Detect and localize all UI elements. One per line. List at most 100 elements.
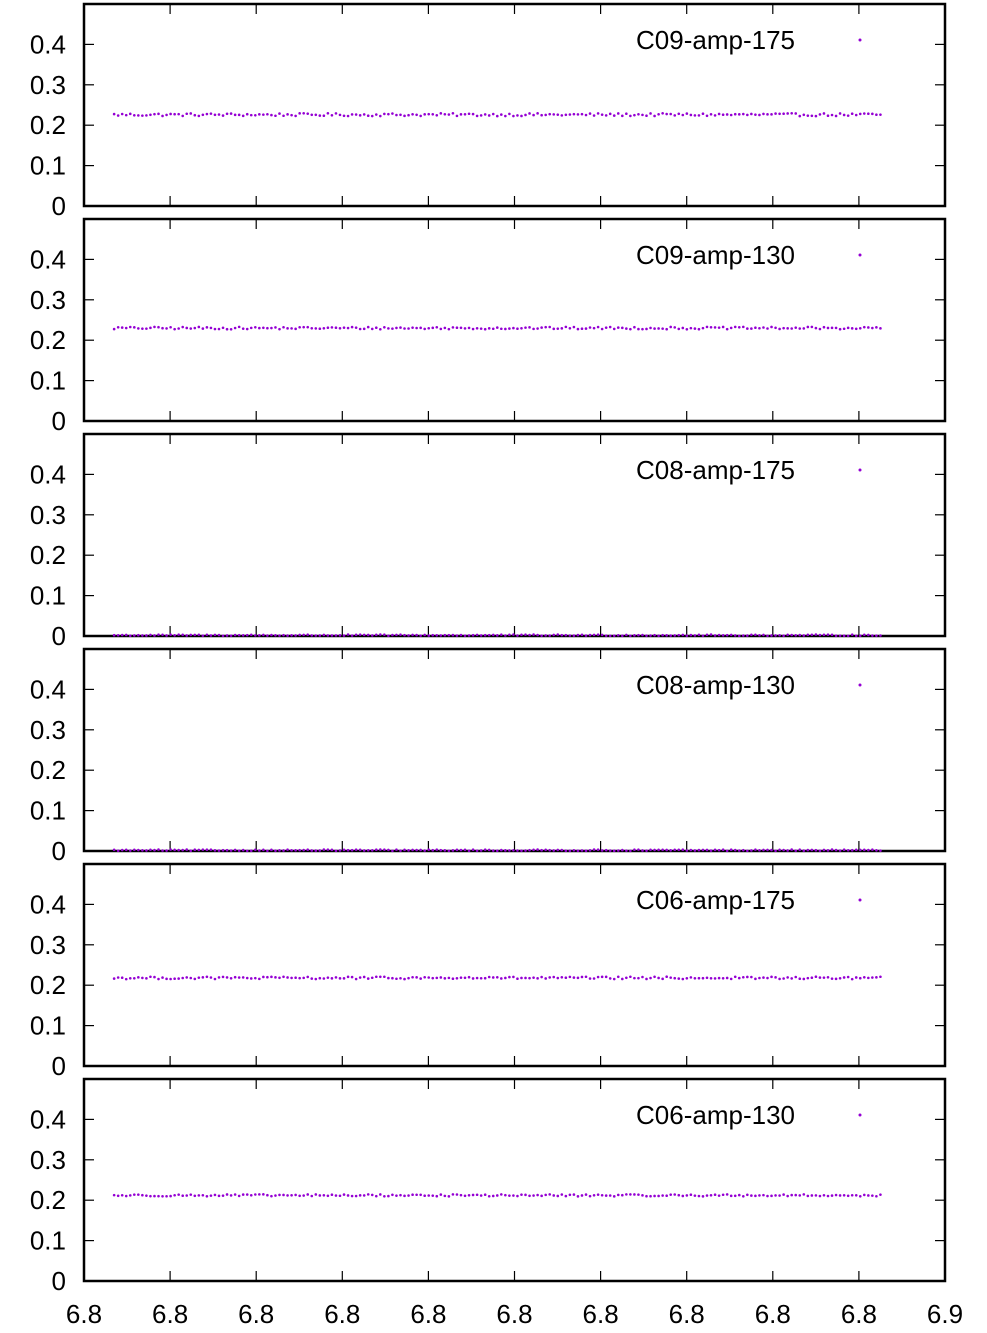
data-point xyxy=(512,633,515,636)
data-point xyxy=(774,849,777,853)
data-point xyxy=(487,633,491,637)
data-point xyxy=(423,113,426,116)
data-point xyxy=(133,634,136,637)
data-point xyxy=(338,1194,342,1198)
data-point xyxy=(229,1194,233,1197)
data-point xyxy=(346,326,350,330)
panel-frame xyxy=(82,1077,947,1283)
data-point xyxy=(580,112,584,116)
data-point xyxy=(318,1194,322,1197)
data-point xyxy=(116,849,120,853)
x-tick-label: 6.9 xyxy=(927,1299,963,1329)
x-tick-label: 6.8 xyxy=(583,1299,619,1329)
data-point xyxy=(798,114,802,118)
data-point xyxy=(709,849,713,852)
data-point xyxy=(213,327,217,331)
data-point xyxy=(197,1194,201,1197)
data-point xyxy=(709,977,713,980)
data-point xyxy=(661,1194,664,1197)
data-point xyxy=(411,633,414,637)
data-point xyxy=(758,848,761,852)
data-point xyxy=(124,1194,128,1198)
data-point xyxy=(427,326,431,330)
data-point xyxy=(427,112,431,116)
data-point xyxy=(637,327,640,331)
data-point xyxy=(826,326,830,330)
data-point xyxy=(552,113,556,116)
data-point xyxy=(435,1194,439,1198)
data-point xyxy=(322,633,326,637)
data-point xyxy=(608,112,612,116)
data-point xyxy=(270,975,273,979)
data-point xyxy=(564,113,568,117)
data-point xyxy=(649,1194,652,1198)
data-point xyxy=(443,633,447,637)
data-point xyxy=(366,977,370,980)
data-point xyxy=(294,848,297,852)
data-point xyxy=(302,1194,305,1197)
data-point xyxy=(165,113,168,117)
data-point xyxy=(157,633,160,636)
data-point xyxy=(209,976,213,979)
data-point xyxy=(407,849,410,852)
data-point xyxy=(326,112,330,115)
data-point xyxy=(830,977,834,980)
data-point xyxy=(778,112,781,116)
data-point xyxy=(491,112,495,116)
data-point xyxy=(209,634,213,637)
data-point xyxy=(532,633,535,636)
data-point xyxy=(810,976,814,980)
data-point xyxy=(419,977,422,980)
data-point xyxy=(834,848,838,852)
data-point xyxy=(653,327,656,330)
data-point xyxy=(826,633,830,636)
data-point xyxy=(862,976,866,979)
data-point xyxy=(193,633,197,637)
data-point xyxy=(185,976,189,979)
data-point xyxy=(318,634,322,637)
data-point xyxy=(185,848,189,851)
data-point xyxy=(858,634,862,637)
data-point xyxy=(649,112,652,115)
data-point xyxy=(778,977,781,981)
data-point xyxy=(173,112,176,116)
data-point xyxy=(592,633,596,637)
data-point xyxy=(181,114,184,118)
data-point xyxy=(157,1194,160,1198)
y-tick-label: 0.4 xyxy=(30,459,66,489)
data-point xyxy=(649,634,652,637)
data-point xyxy=(608,977,612,980)
data-point xyxy=(854,634,858,638)
data-point xyxy=(806,325,810,329)
data-point xyxy=(153,112,156,116)
data-point xyxy=(725,976,729,980)
data-point xyxy=(810,114,814,118)
data-point xyxy=(189,976,193,980)
data-point xyxy=(826,975,830,979)
data-point xyxy=(862,325,866,329)
data-point xyxy=(625,849,628,852)
data-point xyxy=(608,634,612,638)
data-point xyxy=(794,849,798,852)
data-point xyxy=(225,848,229,852)
data-point xyxy=(697,1194,701,1198)
data-point xyxy=(746,113,749,117)
data-point xyxy=(786,1194,789,1198)
data-point xyxy=(512,1194,515,1197)
data-point xyxy=(685,976,689,980)
data-point xyxy=(483,113,487,116)
data-point xyxy=(302,112,305,115)
data-point xyxy=(217,327,221,331)
data-point xyxy=(770,113,773,116)
data-point xyxy=(725,849,729,853)
data-point xyxy=(596,633,600,636)
data-point xyxy=(302,633,305,637)
data-point xyxy=(612,977,616,981)
data-point xyxy=(717,112,721,116)
data-point xyxy=(616,112,620,115)
data-point xyxy=(467,849,471,853)
data-point xyxy=(641,327,644,331)
data-point xyxy=(338,326,342,330)
data-point xyxy=(262,848,265,852)
y-tick-label: 0 xyxy=(52,621,66,651)
